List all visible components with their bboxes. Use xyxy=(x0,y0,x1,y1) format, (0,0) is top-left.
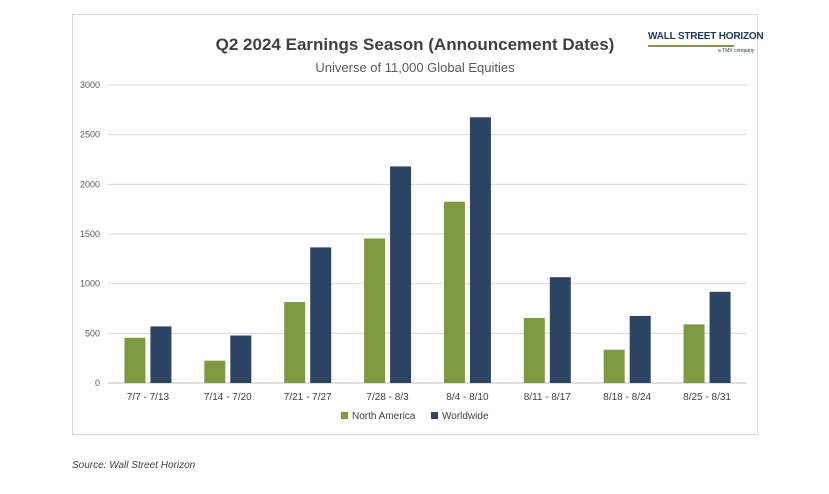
chart-title: Q2 2024 Earnings Season (Announcement Da… xyxy=(215,35,615,54)
north-america-bar xyxy=(443,201,465,383)
x-category-label: 7/21 - 7/27 xyxy=(284,392,332,403)
worldwide-bar xyxy=(549,277,571,383)
legend-swatch-worldwide xyxy=(431,412,438,419)
y-tick-label: 1000 xyxy=(80,279,100,289)
chart-frame: Q2 2024 Earnings Season (Announcement Da… xyxy=(72,14,764,435)
x-category-label: 7/14 - 7/20 xyxy=(204,392,252,403)
legend-label-worldwide: Worldwide xyxy=(442,411,489,422)
north-america-bar xyxy=(284,302,306,383)
x-category-label: 7/28 - 8/3 xyxy=(366,392,409,403)
y-tick-label: 2000 xyxy=(80,179,100,189)
y-tick-label: 500 xyxy=(85,328,100,338)
worldwide-bar xyxy=(310,247,332,383)
north-america-bar xyxy=(523,317,545,383)
north-america-bar xyxy=(364,238,386,383)
x-category-label: 8/25 - 8/31 xyxy=(683,392,731,403)
logo-underline xyxy=(648,45,734,47)
x-category-label: 7/7 - 7/13 xyxy=(127,392,170,403)
worldwide-bar xyxy=(150,326,172,383)
chart-subtitle: Universe of 11,000 Global Equities xyxy=(315,60,515,75)
legend-label-north-america: North America xyxy=(352,411,416,422)
x-category-label: 8/11 - 8/17 xyxy=(524,392,572,403)
x-category-label: 8/18 - 8/24 xyxy=(603,392,651,403)
legend-swatch-north-america xyxy=(341,412,348,419)
worldwide-bar xyxy=(629,315,651,383)
bar-chart: 0 500 1000 1500 2000 2500 3000 7/7 - 7/13 7/14 -… xyxy=(80,80,747,422)
north-america-bar xyxy=(124,337,146,383)
worldwide-bar xyxy=(709,291,731,383)
logo-subtext: a TMX company xyxy=(718,48,755,54)
y-tick-label: 0 xyxy=(95,378,100,388)
logo-text: WALL STREET HORIZON xyxy=(648,31,764,42)
source-note: Source: Wall Street Horizon xyxy=(72,460,196,471)
worldwide-bar xyxy=(469,117,491,384)
y-tick-label: 1500 xyxy=(80,229,100,239)
worldwide-bar xyxy=(230,335,252,383)
y-tick-label: 2500 xyxy=(80,130,100,140)
north-america-bar xyxy=(204,360,226,383)
wall-street-horizon-logo: WALL STREET HORIZON a TMX company xyxy=(648,31,764,61)
north-america-bar xyxy=(603,349,625,383)
x-category-label: 8/4 - 8/10 xyxy=(446,392,489,403)
north-america-bar xyxy=(683,324,705,383)
worldwide-bar xyxy=(390,166,412,383)
y-tick-label: 3000 xyxy=(80,80,100,90)
